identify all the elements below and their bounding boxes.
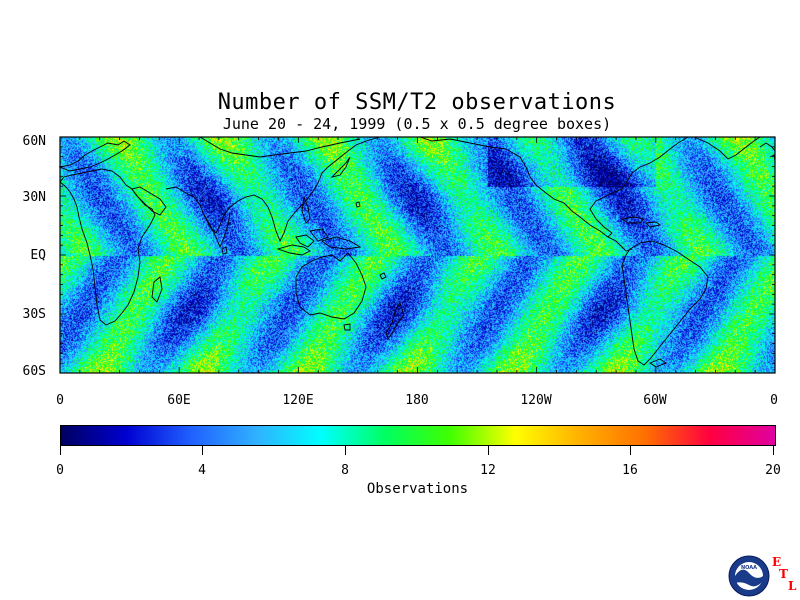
lon-label-180: 180 [405, 393, 429, 408]
observation-density-map [60, 137, 775, 373]
colorbar-label-12: 12 [480, 463, 496, 478]
logo-letter-t: T [779, 567, 788, 581]
lon-label-0: 0 [56, 393, 64, 408]
colorbar-tick [202, 445, 203, 455]
lon-label-120w: 120W [520, 393, 552, 408]
lon-label-60w: 60W [643, 393, 667, 408]
map-frame [58, 136, 776, 374]
colorbar-tick [345, 445, 346, 455]
coastlines [58, 136, 776, 368]
lon-label-120e: 120E [282, 393, 314, 408]
noaa-logo-icon: NOAA [728, 555, 770, 597]
colorbar-label-16: 16 [622, 463, 638, 478]
colorbar-label-8: 8 [341, 463, 349, 478]
colorbar-tick [773, 445, 774, 455]
colorbar-tick [488, 445, 489, 455]
map-title: Number of SSM/T2 observations [217, 90, 617, 115]
lat-label-30s: 30S [22, 307, 46, 322]
map-border [59, 136, 776, 374]
lat-label-60s: 60S [22, 364, 46, 379]
colorbar-label-4: 4 [198, 463, 206, 478]
colorbar [60, 425, 776, 446]
colorbar-label-0: 0 [56, 463, 64, 478]
lat-label-30n: 30N [22, 190, 46, 205]
colorbar-title: Observations [366, 481, 469, 497]
lon-label-0-end: 0 [770, 393, 778, 408]
colorbar-tick [60, 445, 61, 455]
noaa-etl-logo: NOAA E T L [726, 553, 796, 598]
axis-ticks [59, 136, 776, 374]
lat-label-eq: EQ [30, 248, 46, 263]
lon-label-60e: 60E [167, 393, 191, 408]
colorbar-label-20: 20 [765, 463, 781, 478]
svg-text:NOAA: NOAA [741, 565, 757, 571]
lat-label-60n: 60N [22, 134, 46, 149]
map-subtitle: June 20 - 24, 1999 (0.5 x 0.5 degree box… [222, 115, 612, 133]
colorbar-tick [630, 445, 631, 455]
logo-letter-l: L [788, 579, 797, 593]
logo-letter-e: E [772, 555, 782, 569]
